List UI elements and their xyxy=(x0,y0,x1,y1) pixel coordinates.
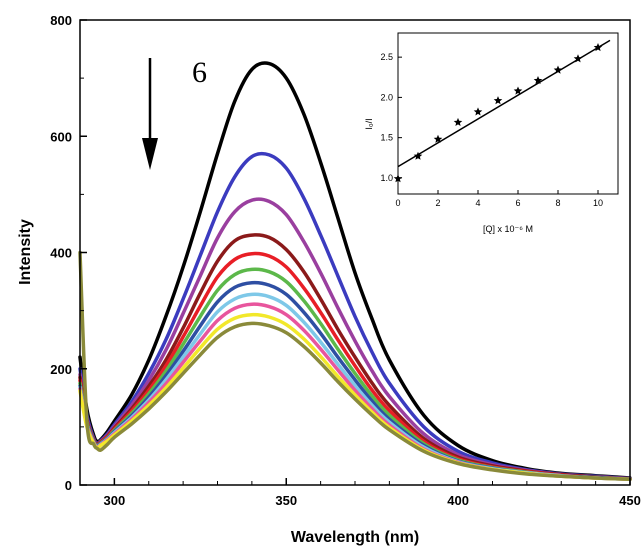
x-tick-label: 300 xyxy=(104,493,126,508)
series-line-3 xyxy=(78,197,632,481)
y-tick-label: 200 xyxy=(50,362,72,377)
inset-data-point xyxy=(453,117,463,126)
inset-data-point xyxy=(493,96,503,105)
inset-data-point xyxy=(593,43,603,52)
series-line-6 xyxy=(78,267,632,481)
down-arrow-icon xyxy=(142,58,158,170)
inset-x-tick-label: 0 xyxy=(395,198,400,208)
y-tick-label: 600 xyxy=(50,129,72,144)
inset-x-tick-label: 6 xyxy=(515,198,520,208)
annotation-label: 6 xyxy=(192,56,207,89)
main-axes: 300 350 400 450 0 200 400 600 800 xyxy=(50,13,641,508)
inset-x-axis-title: [Q] x 10⁻⁶ M xyxy=(483,224,533,234)
x-tick-label: 400 xyxy=(447,493,469,508)
inset-y-tick-label: 2.0 xyxy=(380,92,393,102)
inset-y-tick-label: 2.5 xyxy=(380,52,393,62)
inset-plot-frame xyxy=(397,32,619,195)
x-tick-label: 450 xyxy=(619,493,641,508)
inset-data-point xyxy=(413,151,423,160)
inset-data-point xyxy=(473,107,483,116)
inset-points-group xyxy=(393,43,603,183)
inset-chart: 0 2 4 6 8 10 1.0 1.5 2.0 2.5 [Q] x 10⁻⁶ M I₀/I xyxy=(364,32,619,234)
series-line-11 xyxy=(78,250,632,481)
inset-x-tick-label: 2 xyxy=(435,198,440,208)
inset-x-tick-label: 8 xyxy=(555,198,560,208)
inset-data-point xyxy=(393,174,403,183)
x-axis-title: Wavelength (nm) xyxy=(291,529,419,546)
series-line-2 xyxy=(78,151,632,481)
y-axis-title: Intensity xyxy=(17,219,34,285)
y-tick-label: 400 xyxy=(50,246,72,261)
inset-data-point xyxy=(513,86,523,95)
x-tick-label: 350 xyxy=(275,493,297,508)
y-tick-label: 0 xyxy=(65,478,72,493)
inset-y-tick-label: 1.5 xyxy=(380,133,393,143)
inset-fit-line xyxy=(397,39,611,168)
main-series-group xyxy=(78,61,632,481)
inset-data-point xyxy=(573,54,583,63)
inset-x-tick-label: 10 xyxy=(593,198,603,208)
inset-x-tick-label: 4 xyxy=(475,198,480,208)
inset-y-axis-title: I₀/I xyxy=(364,118,374,129)
inset-data-point xyxy=(433,134,443,143)
inset-data-point xyxy=(553,65,563,74)
inset-y-tick-label: 1.0 xyxy=(380,173,393,183)
y-tick-label: 800 xyxy=(50,13,72,28)
inset-data-point xyxy=(533,76,543,85)
